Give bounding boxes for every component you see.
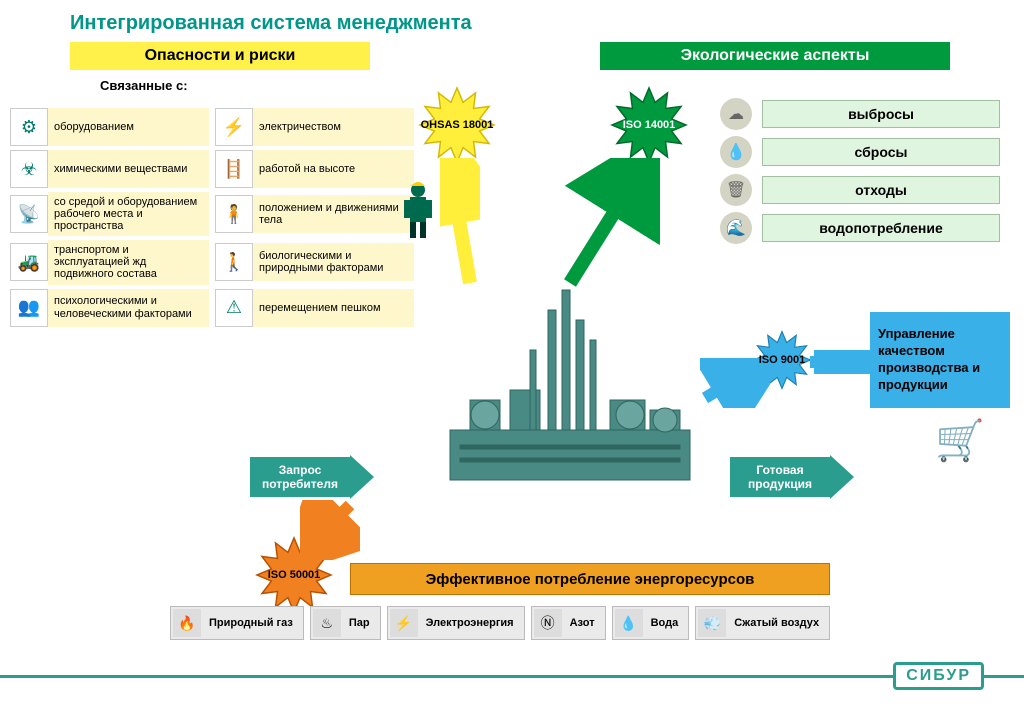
resource-item: 🔥Природный газ xyxy=(170,606,304,640)
risk-icon: ⚡ xyxy=(215,108,253,146)
eco-label: водопотребление xyxy=(762,214,1000,242)
output-arrow: Готовая продукция xyxy=(730,455,854,499)
resource-item: ⚡Электроэнергия xyxy=(387,606,525,640)
resource-icon: ⚡ xyxy=(390,609,418,637)
risk-icon: 👥 xyxy=(10,289,48,327)
resource-item: ♨Пар xyxy=(310,606,381,640)
risk-icon: 🧍 xyxy=(215,195,253,233)
risk-item: ⚙оборудованием xyxy=(10,108,209,146)
risk-icon: 🚜 xyxy=(10,243,48,281)
ohsas-starburst: OHSAS 18001 xyxy=(418,86,496,164)
risk-icon: ☣ xyxy=(10,150,48,188)
risk-label: положением и движениями тела xyxy=(253,195,414,233)
risk-label: со средой и оборудованием рабочего места… xyxy=(48,192,209,236)
resource-icon: 💧 xyxy=(615,609,643,637)
output-arrow-label: Готовая продукция xyxy=(730,457,830,498)
risk-icon: ⚙ xyxy=(10,108,48,146)
risk-grid: ⚙оборудованием⚡электричеством☣химическим… xyxy=(10,108,420,331)
risk-label: химическими веществами xyxy=(48,150,209,188)
risk-item: ⚠перемещением пешком xyxy=(215,289,414,327)
risk-item: ☣химическими веществами xyxy=(10,150,209,188)
eco-label: отходы xyxy=(762,176,1000,204)
resource-item: 💨Сжатый воздух xyxy=(695,606,830,640)
risk-icon: ⚠ xyxy=(215,289,253,327)
risk-item: 🚶биологическими и природными факторами xyxy=(215,240,414,284)
resource-icon: Ⓝ xyxy=(534,609,562,637)
resource-label: Вода xyxy=(643,617,687,629)
eco-icon: 🌊 xyxy=(720,212,752,244)
arrow-iso9001-to-quality xyxy=(808,350,872,374)
request-arrow-label: Запрос потребителя xyxy=(250,457,350,498)
iso14001-starburst: ISO 14001 xyxy=(610,86,688,164)
risk-label: оборудованием xyxy=(48,108,209,146)
eco-label: выбросы xyxy=(762,100,1000,128)
risk-item: 🧍положением и движениями тела xyxy=(215,192,414,236)
resource-label: Пар xyxy=(341,617,378,629)
risk-label: биологическими и природными факторами xyxy=(253,243,414,281)
eco-item: 💧 сбросы xyxy=(720,136,1000,168)
request-arrow: Запрос потребителя xyxy=(250,455,374,499)
arrow-to-ohsas xyxy=(440,158,480,288)
eco-item: 🌊 водопотребление xyxy=(720,212,1000,244)
risk-icon: 🪜 xyxy=(215,150,253,188)
factory-illustration xyxy=(430,270,710,490)
resource-label: Электроэнергия xyxy=(418,617,522,629)
resource-label: Азот xyxy=(562,617,603,629)
energy-efficiency-header: Эффективное потребление энергоресурсов xyxy=(350,563,830,595)
risks-header: Опасности и риски xyxy=(70,42,370,70)
risk-item: 🚜транспортом и эксплуатацией жд подвижно… xyxy=(10,240,209,284)
sibur-logo: СИБУР xyxy=(893,662,984,690)
risk-label: психологическими и человеческими фактора… xyxy=(48,289,209,327)
footer-divider xyxy=(0,675,1024,678)
risk-label: транспортом и эксплуатацией жд подвижног… xyxy=(48,240,209,284)
risks-subtitle: Связанные с: xyxy=(100,78,188,93)
eco-item: ☁ выбросы xyxy=(720,98,1000,130)
risk-label: работой на высоте xyxy=(253,150,414,188)
resource-icon: ♨ xyxy=(313,609,341,637)
risk-item: 🪜работой на высоте xyxy=(215,150,414,188)
risk-item: ⚡электричеством xyxy=(215,108,414,146)
arrow-to-iso14 xyxy=(560,158,660,288)
risk-icon: 🚶 xyxy=(215,243,253,281)
resource-icon: 💨 xyxy=(698,609,726,637)
eco-icon: ☁ xyxy=(720,98,752,130)
resource-label: Сжатый воздух xyxy=(726,617,827,629)
resource-icon: 🔥 xyxy=(173,609,201,637)
risk-icon: 📡 xyxy=(10,195,48,233)
arrow-to-iso50001 xyxy=(300,500,360,560)
worker-icon xyxy=(400,180,436,240)
eco-icon: 🗑 xyxy=(720,174,752,206)
risk-label: перемещением пешком xyxy=(253,289,414,327)
eco-item: 🗑 отходы xyxy=(720,174,1000,206)
risk-item: 👥психологическими и человеческими фактор… xyxy=(10,289,209,327)
resource-label: Природный газ xyxy=(201,617,301,629)
eco-list: ☁ выбросы 💧 сбросы 🗑 отходы 🌊 водопотребление xyxy=(720,98,1000,250)
page-title: Интегрированная система менеджмента xyxy=(70,12,472,35)
quality-management-box: Управление качеством производства и прод… xyxy=(870,312,1010,408)
eco-icon: 💧 xyxy=(720,136,752,168)
resource-item: ⓃАзот xyxy=(531,606,606,640)
risk-item: 📡со средой и оборудованием рабочего мест… xyxy=(10,192,209,236)
eco-label: сбросы xyxy=(762,138,1000,166)
resource-item: 💧Вода xyxy=(612,606,690,640)
eco-header: Экологические аспекты xyxy=(600,42,950,70)
resources-row: 🔥Природный газ♨Пар⚡ЭлектроэнергияⓃАзот💧В… xyxy=(170,606,830,640)
risk-label: электричеством xyxy=(253,108,414,146)
shopping-cart-icon: 🛒 xyxy=(920,410,1000,470)
